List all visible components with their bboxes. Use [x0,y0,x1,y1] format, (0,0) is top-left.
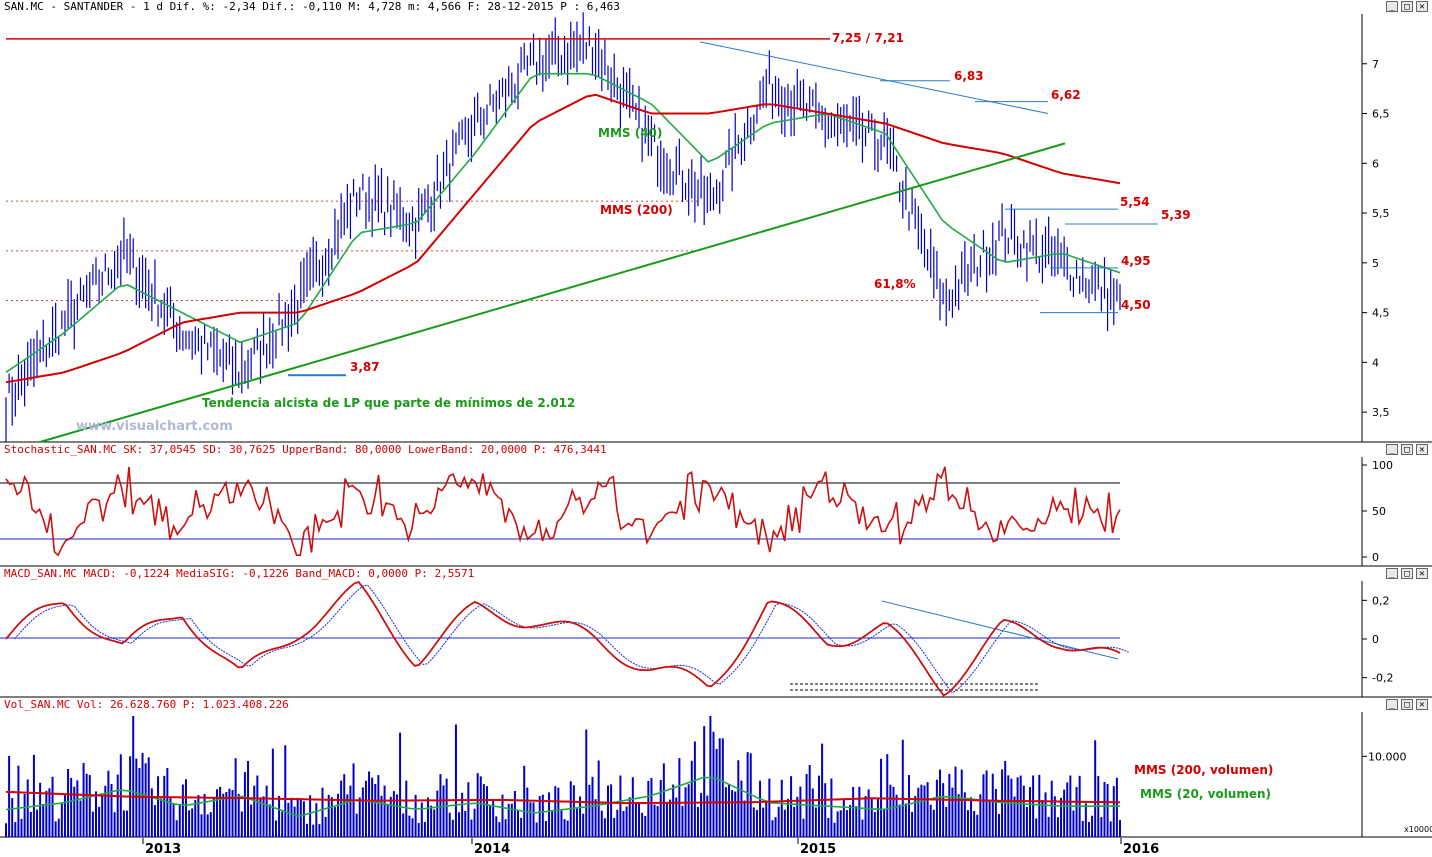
stoch-window-controls: _ □ ✕ [1386,444,1428,455]
close-icon[interactable]: ✕ [1416,699,1428,710]
y-tick-label: 0 [1372,633,1379,646]
maximize-icon[interactable]: □ [1401,568,1413,579]
stoch-sk-line [5,466,1121,557]
x-tick-label: 2014 [474,842,510,857]
y-tick-label: 0 [1372,551,1379,564]
label-mms20v: MMS (20, volumen) [1140,787,1271,801]
y-tick-label: 4,5 [1372,307,1390,320]
label-554: 5,54 [1120,195,1150,209]
stoch-panel: Stochastic_SAN.MC SK: 37,0545 SD: 30,762… [0,443,1432,567]
macd-trendline [881,600,1119,660]
x-tick-label: 2016 [1123,842,1159,857]
vol-header: Vol_SAN.MC Vol: 26.628.760 P: 1.023.408.… [0,698,1432,712]
price-window-controls: _ □ ✕ [1386,1,1428,12]
label-mms200: MMS (200) [600,203,673,217]
label-450: 4,50 [1121,298,1151,312]
price-panel: SAN.MC - SANTANDER - 1 d Dif. %: -2,34 D… [0,0,1432,443]
close-icon[interactable]: ✕ [1416,444,1428,455]
y-tick-label: 10.000 [1368,750,1407,763]
y-tick-label: 7 [1372,58,1379,71]
macd-header-text: MACD_SAN.MC MACD: -0,1224 MediaSIG: -0,1… [4,567,475,580]
y-tick-label: 6,5 [1372,108,1390,121]
y-tick-label: 5,5 [1372,207,1390,220]
price-header: SAN.MC - SANTANDER - 1 d Dif. %: -2,34 D… [0,0,1432,14]
vol-chart[interactable]: 10.000 MMS (200, volumen) MMS (20, volum… [0,698,1432,838]
macd-window-controls: _ □ ✕ [1386,568,1428,579]
macd-header: MACD_SAN.MC MACD: -0,1224 MediaSIG: -0,1… [0,567,1432,581]
y-tick-label: 3,5 [1372,406,1390,419]
mms200-line [5,93,1121,384]
label-683: 6,83 [954,69,984,83]
vol-mms20-line [5,776,1120,818]
minimize-icon[interactable]: _ [1386,568,1398,579]
label-top: 7,25 / 7,21 [832,31,904,45]
vol-window-controls: _ □ ✕ [1386,699,1428,710]
stoch-chart[interactable]: 100 50 0 [0,443,1432,567]
minimize-icon[interactable]: _ [1386,444,1398,455]
macd-signal-line [14,584,1129,694]
label-mms40: MMS (40) [598,126,662,140]
maximize-icon[interactable]: □ [1401,699,1413,710]
price-chart[interactable]: 7 6,5 6 5,5 5 4,5 4 3,5 www.visualchart.com 7,2… [0,0,1432,443]
y-tick-label: -0,2 [1372,672,1393,685]
label-387: 3,87 [350,360,380,374]
x-axis: 2013 2014 2015 2016 [0,838,1432,857]
vol-panel: Vol_SAN.MC Vol: 26.628.760 P: 1.023.408.… [0,698,1432,838]
price-header-text: SAN.MC - SANTANDER - 1 d Dif. %: -2,34 D… [4,0,620,13]
stoch-header: Stochastic_SAN.MC SK: 37,0545 SD: 30,762… [0,443,1432,457]
watermark: www.visualchart.com [76,419,233,434]
minimize-icon[interactable]: _ [1386,699,1398,710]
y-tick-label: 0,2 [1372,594,1390,607]
macd-chart[interactable]: 0,2 0 -0,2 [0,567,1432,698]
stoch-header-text: Stochastic_SAN.MC SK: 37,0545 SD: 30,762… [4,443,607,456]
close-icon[interactable]: ✕ [1416,1,1428,12]
mms40-line [5,72,1121,373]
label-mms200v: MMS (200, volumen) [1134,763,1273,777]
vol-scale-note: x10000 [1404,825,1432,834]
label-fib: 61,8% [874,277,916,291]
label-trend: Tendencia alcista de LP que parte de mín… [202,396,575,410]
vol-mms200-line [5,790,1121,805]
x-tick-label: 2015 [800,842,836,857]
label-662: 6,62 [1051,88,1081,102]
x-tick-label: 2013 [145,842,181,857]
macd-panel: MACD_SAN.MC MACD: -0,1224 MediaSIG: -0,1… [0,567,1432,698]
label-495: 4,95 [1121,254,1151,268]
y-tick-label: 50 [1372,505,1386,518]
maximize-icon[interactable]: □ [1401,444,1413,455]
trend-line [39,142,1066,443]
minimize-icon[interactable]: _ [1386,1,1398,12]
y-tick-label: 100 [1372,459,1393,472]
close-icon[interactable]: ✕ [1416,568,1428,579]
y-tick-label: 4 [1372,356,1379,369]
maximize-icon[interactable]: □ [1401,1,1413,12]
vol-header-text: Vol_SAN.MC Vol: 26.628.760 P: 1.023.408.… [4,698,289,711]
label-539: 5,39 [1161,208,1191,222]
y-tick-label: 6 [1372,157,1379,170]
y-tick-label: 5 [1372,257,1379,270]
macd-line [5,581,1121,697]
